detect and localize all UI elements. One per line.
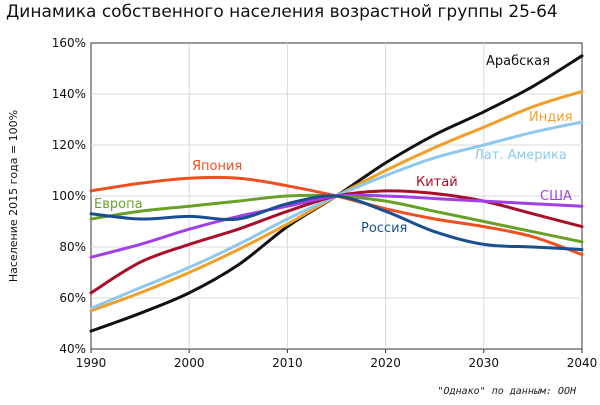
series-label-japan: Япония (192, 159, 242, 174)
y-tick-label: 140% (52, 87, 86, 101)
series-labels: Арабская Индия Лат. Америка Китай США Европа Я… (94, 54, 572, 236)
y-tick-label: 80% (59, 240, 86, 254)
chart-title: Динамика собственного населения возрастн… (6, 2, 558, 22)
series-line-russia (89, 194, 584, 252)
series-label-arab: Арабская (486, 54, 550, 69)
series-label-latam: Лат. Америка (474, 148, 567, 163)
y-tick-label: 120% (52, 138, 86, 152)
y-tick-label: 100% (52, 189, 86, 203)
y-tick-label: 60% (59, 291, 86, 305)
x-tick-label: 2020 (370, 356, 401, 370)
x-tick-label: 2010 (272, 356, 303, 370)
series-label-india: Индия (529, 110, 572, 125)
x-tick-label: 1990 (76, 356, 107, 370)
tick-labels: 40% 60% 80% 100% 120% 140% 160% 1990 2000 2010 202… (52, 36, 598, 370)
x-tick-label: 2030 (469, 356, 500, 370)
series-label-china: Китай (416, 175, 458, 190)
series-label-europe: Европа (94, 197, 143, 212)
x-tick-label: 2040 (567, 356, 598, 370)
series-label-usa: США (540, 189, 572, 204)
y-tick-label: 160% (52, 36, 86, 50)
series-lines (89, 54, 584, 333)
series-label-russia: Россия (361, 221, 407, 236)
y-axis-label: Население 2015 года = 100% (7, 110, 20, 282)
source-note: "Однако" по данным: ООН (437, 386, 576, 397)
x-tick-label: 2000 (174, 356, 205, 370)
y-tick-label: 40% (59, 342, 86, 356)
